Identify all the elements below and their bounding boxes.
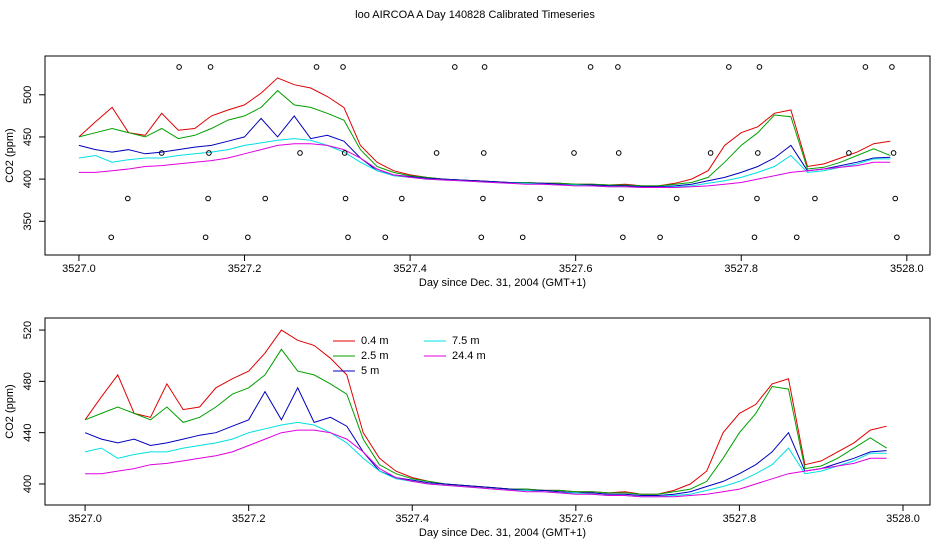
data-point xyxy=(537,195,543,202)
data-point xyxy=(812,195,818,202)
series-line xyxy=(78,115,891,188)
x-axis-label: Day since Dec. 31, 2004 (GMT+1) xyxy=(419,277,586,289)
data-point xyxy=(345,234,351,241)
data-point xyxy=(313,64,320,70)
data-point xyxy=(399,195,405,202)
x-tick-label: 3527.0 xyxy=(68,513,102,525)
y-axis-label: CO2 (ppm) xyxy=(4,384,16,438)
data-point xyxy=(889,64,895,70)
x-tick-label: 3527.6 xyxy=(559,263,593,275)
figure-title: loo AIRCOA A Day 140828 Calibrated Times… xyxy=(355,9,595,21)
x-tick-label: 3527.4 xyxy=(393,263,427,275)
data-point xyxy=(587,64,594,70)
data-point xyxy=(615,64,621,70)
y-tick-label: 400 xyxy=(22,475,34,493)
data-point xyxy=(342,195,349,202)
legend-label: 2.5 m xyxy=(361,350,389,362)
data-point xyxy=(158,150,165,156)
y-tick-label: 520 xyxy=(22,321,34,339)
x-tick-label: 3527.6 xyxy=(559,513,593,525)
x-tick-label: 3528.0 xyxy=(886,513,920,525)
data-point xyxy=(894,234,900,241)
y-tick-label: 480 xyxy=(22,372,34,390)
data-point xyxy=(755,150,761,156)
data-point xyxy=(673,195,680,202)
data-point xyxy=(202,234,209,241)
data-point xyxy=(245,234,251,241)
data-point xyxy=(751,234,758,241)
data-point xyxy=(262,195,269,202)
x-tick-label: 3528.0 xyxy=(890,263,924,275)
data-point xyxy=(108,234,115,241)
data-point xyxy=(571,150,577,156)
data-point xyxy=(756,64,763,70)
plot-frame xyxy=(44,55,931,256)
data-point xyxy=(433,150,440,156)
x-tick-label: 3527.0 xyxy=(62,263,96,275)
series-line xyxy=(78,143,891,188)
data-point xyxy=(620,234,626,241)
data-point xyxy=(205,195,211,202)
y-tick-label: 500 xyxy=(22,86,34,104)
x-tick-label: 3527.4 xyxy=(395,513,429,525)
y-tick-label: 440 xyxy=(22,423,34,441)
data-point xyxy=(297,150,303,156)
series-line xyxy=(84,386,887,496)
data-point xyxy=(726,64,732,70)
data-point xyxy=(846,150,852,156)
data-point xyxy=(124,195,131,202)
data-point xyxy=(451,64,458,70)
legend-label: 24.4 m xyxy=(452,350,486,362)
data-point xyxy=(382,234,389,241)
plot-frame xyxy=(44,317,931,506)
data-point xyxy=(707,150,714,156)
y-tick-label: 400 xyxy=(22,170,34,188)
data-point xyxy=(206,150,212,156)
data-point xyxy=(862,64,869,70)
data-point xyxy=(657,234,663,241)
data-point xyxy=(478,234,485,241)
legend-label: 5 m xyxy=(361,365,379,377)
data-point xyxy=(480,195,486,202)
y-axis-label: CO2 (ppm) xyxy=(4,128,16,182)
data-point xyxy=(341,150,348,156)
x-tick-label: 3527.2 xyxy=(232,513,266,525)
data-point xyxy=(618,195,625,202)
data-point xyxy=(754,195,760,202)
x-tick-label: 3527.8 xyxy=(723,513,757,525)
legend-label: 7.5 m xyxy=(452,335,480,347)
x-axis-label: Day since Dec. 31, 2004 (GMT+1) xyxy=(419,527,586,539)
data-point xyxy=(890,150,897,156)
data-point xyxy=(615,150,622,156)
data-point xyxy=(480,150,487,156)
x-tick-label: 3527.2 xyxy=(228,263,262,275)
y-tick-label: 350 xyxy=(22,212,34,230)
y-tick-label: 450 xyxy=(22,128,34,146)
data-point xyxy=(519,234,526,241)
series-line xyxy=(85,429,887,498)
data-point xyxy=(892,195,899,202)
data-point xyxy=(793,234,800,241)
data-point xyxy=(207,64,214,70)
legend-label: 0.4 m xyxy=(361,335,389,347)
x-tick-label: 3527.8 xyxy=(724,263,758,275)
data-point xyxy=(176,64,182,70)
data-point xyxy=(481,64,488,70)
data-point xyxy=(340,64,346,70)
